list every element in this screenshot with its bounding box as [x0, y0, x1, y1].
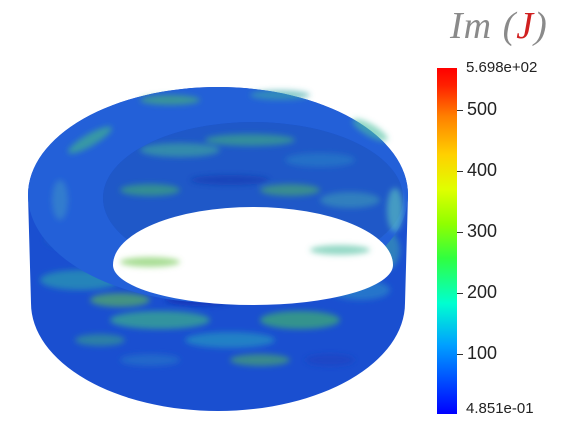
colorbar-tick-label: 400 [467, 160, 498, 181]
colorbar-min-label: 4.851e-01 [466, 400, 534, 417]
title-paren-open: ( [492, 5, 517, 47]
colorbar-title: Im (J) [450, 4, 574, 48]
colorbar-tick-label: 500 [467, 99, 498, 120]
colorbar-tick [457, 292, 463, 294]
colorbar-tick [457, 110, 463, 112]
title-paren-close: ) [534, 5, 548, 47]
colorbar-tick-label: 300 [467, 220, 498, 241]
ring-inner-opening [113, 207, 393, 305]
title-variable: J [516, 5, 535, 47]
rim-texture [52, 90, 403, 267]
colorbar-tick-label: 100 [467, 342, 498, 363]
colorbar [437, 68, 457, 414]
colorbar-tick-label: 200 [467, 281, 498, 302]
colorbar-tick [457, 353, 463, 355]
colorbar-tick [457, 231, 463, 233]
colorbar-tick [457, 171, 463, 173]
colorbar-max-label: 5.698e+02 [466, 59, 538, 76]
title-function: Im [450, 5, 493, 47]
inner-wall-texture [120, 134, 380, 208]
